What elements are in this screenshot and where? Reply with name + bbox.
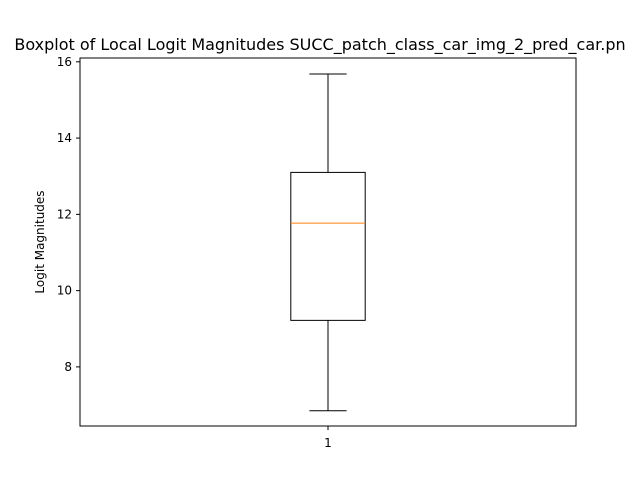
y-tick-label: 10	[57, 284, 72, 298]
y-tick-label: 14	[57, 131, 72, 145]
y-tick-label: 8	[64, 360, 72, 374]
plot-area: 8 10 12 14 16 1	[57, 55, 577, 450]
x-tick-label: 1	[324, 436, 332, 450]
iqr-box	[290, 171, 366, 321]
y-tick-label: 16	[57, 55, 72, 69]
y-tick-label: 12	[57, 207, 72, 221]
chart-title: Boxplot of Local Logit Magnitudes SUCC_p…	[14, 35, 625, 55]
y-axis-label: Logit Magnitudes	[33, 190, 47, 293]
